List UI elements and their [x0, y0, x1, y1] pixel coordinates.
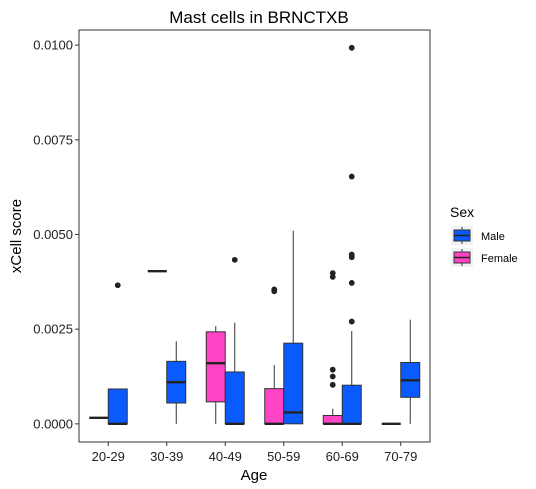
x-tick-label: 20-29 — [92, 449, 125, 464]
legend-label-male: Male — [481, 231, 505, 243]
chart-title: Mast cells in BRNCTXB — [169, 8, 348, 27]
y-axis-title: xCell score — [8, 199, 25, 273]
outlier-point — [329, 270, 336, 277]
legend: Sex Male Female — [450, 204, 518, 267]
y-axis: 0.0000 0.0025 0.0050 0.0075 0.0100 — [33, 38, 79, 431]
x-tick-label: 50-59 — [267, 449, 300, 464]
outlier-point — [348, 44, 355, 51]
box-body — [107, 388, 128, 425]
box-50-59-male — [283, 230, 304, 425]
x-tick-label: 30-39 — [150, 449, 183, 464]
box-body — [283, 342, 304, 425]
box-70-79-male — [400, 319, 421, 424]
box-body — [341, 384, 362, 425]
y-tick-label: 0.0025 — [33, 322, 73, 337]
legend-label-female: Female — [481, 253, 518, 265]
x-tick-label: 70-79 — [384, 449, 417, 464]
box-body — [224, 371, 245, 425]
y-tick-label: 0.0000 — [33, 416, 73, 431]
outlier-point — [271, 286, 278, 293]
box-60-69-male — [341, 44, 362, 426]
box-body — [322, 414, 343, 425]
outlier-point — [348, 280, 355, 286]
x-tick-label: 60-69 — [326, 449, 359, 464]
outlier-point — [329, 381, 336, 388]
outlier-point — [348, 173, 355, 180]
outlier-point — [231, 256, 238, 263]
y-tick-label: 0.0075 — [33, 132, 73, 147]
x-tick-label: 40-49 — [209, 449, 242, 464]
box-body — [205, 331, 226, 403]
outlier-point — [329, 366, 336, 373]
x-axis-title: Age — [241, 467, 268, 484]
box-40-49-female — [205, 326, 226, 424]
outlier-point — [329, 373, 336, 380]
plot-panel — [78, 29, 431, 443]
outlier-point — [114, 282, 121, 289]
box-30-39-male — [166, 341, 187, 424]
legend-title: Sex — [450, 204, 474, 220]
box-20-29-male — [107, 282, 128, 426]
y-tick-label: 0.0100 — [33, 38, 73, 53]
box-60-69-female — [322, 270, 343, 426]
y-tick-label: 0.0050 — [33, 227, 73, 242]
box-40-49-male — [224, 256, 245, 426]
box-50-59-female — [264, 286, 285, 426]
x-axis: 20-29 30-39 40-49 50-59 60-69 70-79 — [92, 442, 417, 464]
boxplot-series — [89, 44, 421, 426]
outlier-point — [348, 318, 355, 325]
box-body — [264, 388, 285, 425]
outlier-point — [348, 251, 355, 258]
